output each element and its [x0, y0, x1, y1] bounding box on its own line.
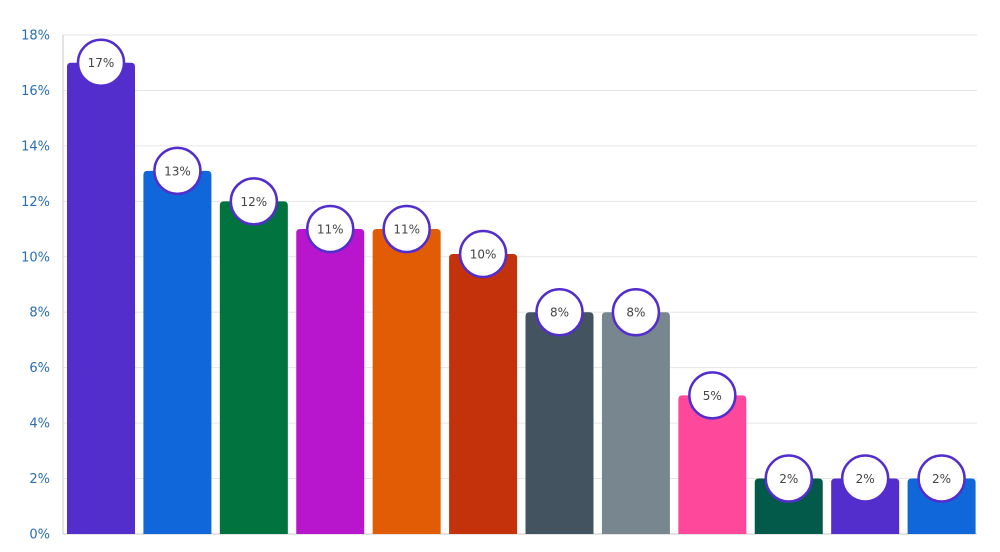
- y-tick-label: 12%: [21, 195, 50, 210]
- y-tick-label: 18%: [21, 29, 50, 44]
- y-tick-label: 16%: [21, 84, 50, 99]
- data-label-badge: [76, 38, 126, 87]
- bar: [372, 229, 441, 535]
- y-tick-label: 10%: [21, 250, 50, 265]
- data-label: 2%: [856, 472, 875, 486]
- bar: [525, 312, 594, 534]
- data-label-badge: [688, 371, 737, 420]
- data-label: 8%: [550, 306, 569, 320]
- data-label: 17%: [88, 56, 115, 70]
- y-tick-label: 2%: [29, 472, 50, 487]
- bar: [678, 395, 747, 534]
- data-label-badge: [840, 454, 890, 503]
- data-label-badge: [917, 454, 966, 503]
- bar: [219, 201, 288, 535]
- data-label-badge: [306, 204, 355, 254]
- data-label: 2%: [932, 472, 951, 486]
- bar: [601, 312, 670, 534]
- data-label: 10%: [470, 248, 497, 262]
- y-axis: 0% 2% 4% 6% 8% 10% 12% 14% 16% 18%: [21, 29, 977, 543]
- data-label: 5%: [703, 389, 722, 403]
- data-label-badge: [229, 177, 279, 226]
- bar: [67, 62, 135, 534]
- data-label-badge: [382, 204, 431, 254]
- y-tick-label: 8%: [29, 306, 50, 321]
- bar: [296, 229, 365, 535]
- data-label: 8%: [626, 306, 645, 320]
- data-label-badge: [458, 229, 508, 279]
- data-label: 12%: [240, 195, 267, 209]
- y-tick-label: 14%: [21, 139, 50, 154]
- bars: [67, 62, 976, 535]
- data-label: 2%: [779, 472, 798, 486]
- bar: [143, 170, 212, 535]
- data-label-badge: [153, 146, 202, 196]
- gridlines: [63, 34, 977, 535]
- data-label-badge: [535, 287, 584, 337]
- data-label: 11%: [393, 223, 420, 237]
- bar: [449, 254, 518, 534]
- data-label-badge: [611, 287, 661, 337]
- data-label: 13%: [164, 164, 191, 178]
- data-label-badge: [764, 454, 813, 503]
- data-labels: 17% 13% 12% 11% 11% 10% 8% 8% 5% 2% 2% 2%: [76, 38, 966, 503]
- y-tick-label: 0%: [29, 528, 50, 543]
- y-tick-label: 4%: [29, 417, 50, 432]
- data-label: 11%: [317, 223, 344, 237]
- y-tick-label: 6%: [29, 361, 50, 376]
